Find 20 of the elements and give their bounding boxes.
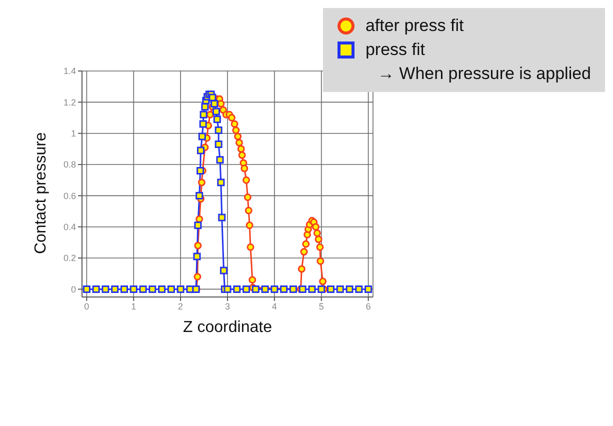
y-tick-label: 0 — [70, 284, 76, 294]
x-tick-label: 1 — [131, 301, 136, 312]
y-axis-title: Contact pressure — [32, 132, 50, 254]
y-tick-label: 0.8 — [63, 160, 76, 170]
y-tick-label: 0.6 — [63, 190, 76, 201]
y-tick-label: 1 — [70, 128, 76, 139]
x-tick-label: 3 — [224, 301, 230, 312]
x-tick-label: 2 — [178, 301, 184, 312]
x-tick-label: 4 — [272, 301, 277, 312]
legend-label: after press fit — [365, 15, 464, 37]
y-tick-label: 1.4 — [63, 66, 76, 76]
y-tick-label: 1.2 — [63, 97, 76, 108]
text: → When pressure is applied — [376, 63, 591, 85]
legend-label: press fit — [365, 39, 425, 61]
y-tick-label: 0.4 — [63, 222, 76, 232]
y-tick-label: 0.2 — [63, 253, 76, 264]
x-axis-title: Z coordinate — [183, 319, 272, 336]
x-tick-label: 6 — [366, 301, 371, 312]
x-tick-label: 5 — [318, 301, 324, 312]
x-tick-label: 0 — [84, 301, 90, 312]
